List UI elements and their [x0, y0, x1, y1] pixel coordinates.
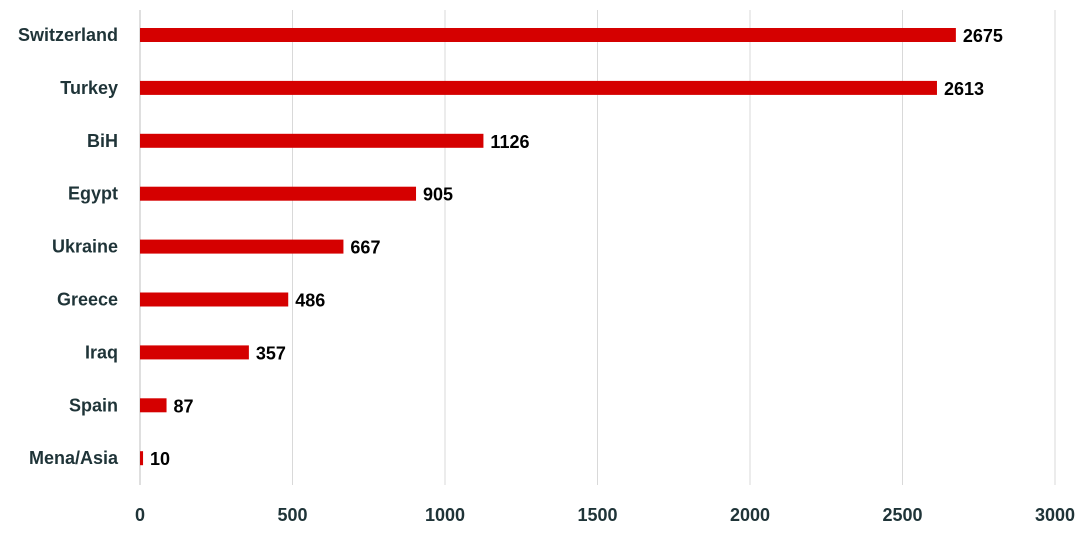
value-label: 2613	[944, 79, 984, 99]
x-tick-label: 1000	[425, 505, 465, 525]
category-label: Iraq	[85, 342, 118, 362]
bar	[140, 292, 289, 307]
category-label: BiH	[87, 131, 118, 151]
value-labels: 2675 2613 1126 905 667 486 357 87 10	[150, 26, 1003, 469]
bar	[140, 451, 144, 466]
x-axis-tick-labels: 0 500 1000 1500 2000 2500 3000	[135, 505, 1075, 525]
value-label: 667	[350, 238, 380, 258]
value-label: 10	[150, 449, 170, 469]
x-tick-label: 3000	[1035, 505, 1075, 525]
category-label: Turkey	[60, 78, 118, 98]
bar	[140, 186, 417, 201]
value-label: 905	[423, 185, 453, 205]
value-label: 486	[295, 291, 325, 311]
category-label: Mena/Asia	[29, 448, 119, 468]
value-label: 87	[174, 396, 194, 416]
x-tick-label: 0	[135, 505, 145, 525]
bar	[140, 239, 344, 254]
x-tick-label: 500	[277, 505, 307, 525]
value-label: 357	[256, 343, 286, 363]
category-label: Greece	[57, 290, 118, 310]
bar	[140, 28, 956, 42]
bar	[140, 133, 484, 148]
value-label: 2675	[963, 26, 1003, 46]
category-label: Spain	[69, 395, 118, 415]
category-label: Switzerland	[18, 25, 118, 45]
bar	[140, 80, 937, 95]
bar	[140, 345, 249, 360]
x-tick-label: 2000	[730, 505, 770, 525]
category-label: Egypt	[68, 184, 118, 204]
bar	[140, 398, 167, 413]
category-label: Ukraine	[52, 237, 118, 257]
category-labels: Switzerland Turkey BiH Egypt Ukraine Greece Ir…	[18, 25, 119, 468]
x-tick-label: 2500	[882, 505, 922, 525]
x-tick-label: 1500	[577, 505, 617, 525]
value-label: 1126	[490, 132, 529, 152]
bars	[140, 28, 956, 466]
